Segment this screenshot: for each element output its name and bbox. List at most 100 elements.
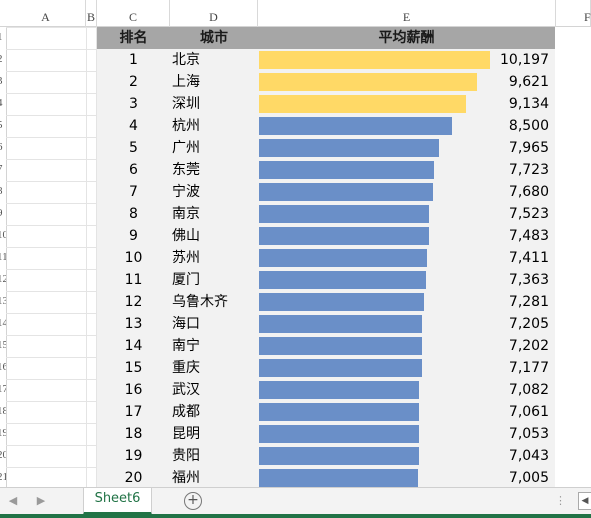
table-row[interactable]: 12 乌鲁木齐 7,281 xyxy=(97,291,555,313)
city-cell[interactable]: 重庆 xyxy=(172,360,200,376)
row-header[interactable]: 15 xyxy=(0,339,6,351)
table-row[interactable]: 4 杭州 8,500 xyxy=(97,115,555,137)
table-row[interactable]: 2 上海 9,621 xyxy=(97,71,555,93)
row-header[interactable]: 12 xyxy=(0,273,6,285)
salary-value[interactable]: 7,053 xyxy=(508,426,549,442)
table-row[interactable]: 17 成都 7,061 xyxy=(97,401,555,423)
salary-value[interactable]: 10,197 xyxy=(500,52,549,68)
row-header[interactable]: 16 xyxy=(0,361,6,373)
table-row[interactable]: 20 福州 7,005 xyxy=(97,467,555,487)
table-row[interactable]: 10 苏州 7,411 xyxy=(97,247,555,269)
header-salary[interactable]: 平均薪酬 xyxy=(378,30,435,46)
column-header-a[interactable]: A xyxy=(6,0,86,27)
salary-value[interactable]: 7,205 xyxy=(508,316,549,332)
rank-cell[interactable]: 1 xyxy=(129,52,138,68)
header-rank[interactable]: 排名 xyxy=(119,30,148,46)
salary-value[interactable]: 7,281 xyxy=(508,294,549,310)
salary-value[interactable]: 7,061 xyxy=(508,404,549,420)
table-row[interactable]: 9 佛山 7,483 xyxy=(97,225,555,247)
column-header-e[interactable]: E xyxy=(258,0,556,27)
city-cell[interactable]: 乌鲁木齐 xyxy=(172,294,228,310)
row-header[interactable]: 14 xyxy=(0,317,6,329)
column-header-b[interactable]: B xyxy=(86,0,97,27)
sheet-tab-sheet6[interactable]: Sheet6 xyxy=(83,488,152,515)
salary-value[interactable]: 7,483 xyxy=(508,228,549,244)
table-row[interactable]: 7 宁波 7,680 xyxy=(97,181,555,203)
city-cell[interactable]: 贵阳 xyxy=(172,448,200,464)
city-cell[interactable]: 昆明 xyxy=(172,426,200,442)
column-header-d[interactable]: D xyxy=(170,0,258,27)
rank-cell[interactable]: 16 xyxy=(124,382,143,398)
rank-cell[interactable]: 7 xyxy=(129,184,138,200)
row-header[interactable]: 19 xyxy=(0,427,6,439)
salary-value[interactable]: 7,005 xyxy=(508,470,549,486)
row-header[interactable]: 10 xyxy=(0,229,6,241)
table-row[interactable]: 16 武汉 7,082 xyxy=(97,379,555,401)
rank-cell[interactable]: 12 xyxy=(124,294,143,310)
city-cell[interactable]: 上海 xyxy=(172,74,200,90)
rank-cell[interactable]: 17 xyxy=(124,404,143,420)
row-header[interactable]: 18 xyxy=(0,405,6,417)
salary-value[interactable]: 7,965 xyxy=(508,140,549,156)
column-header-f[interactable]: F xyxy=(556,0,591,27)
table-row[interactable]: 6 东莞 7,723 xyxy=(97,159,555,181)
row-header[interactable]: 13 xyxy=(0,295,6,307)
table-row[interactable]: 1 北京 10,197 xyxy=(97,49,555,71)
salary-value[interactable]: 7,523 xyxy=(508,206,549,222)
rank-cell[interactable]: 4 xyxy=(129,118,138,134)
row-header[interactable]: 3 xyxy=(0,75,6,87)
column-f-area[interactable] xyxy=(556,27,591,487)
column-header-c[interactable]: C xyxy=(97,0,170,27)
salary-value[interactable]: 7,723 xyxy=(508,162,549,178)
rank-cell[interactable]: 19 xyxy=(124,448,143,464)
row-header[interactable]: 17 xyxy=(0,383,6,395)
city-cell[interactable]: 佛山 xyxy=(172,228,200,244)
rank-cell[interactable]: 10 xyxy=(124,250,143,266)
city-cell[interactable]: 东莞 xyxy=(172,162,200,178)
city-cell[interactable]: 厦门 xyxy=(172,272,200,288)
city-cell[interactable]: 海口 xyxy=(172,316,200,332)
row-header[interactable]: 9 xyxy=(0,207,6,219)
salary-value[interactable]: 7,177 xyxy=(508,360,549,376)
rank-cell[interactable]: 8 xyxy=(129,206,138,222)
rank-cell[interactable]: 6 xyxy=(129,162,138,178)
table-row[interactable]: 19 贵阳 7,043 xyxy=(97,445,555,467)
row-header[interactable]: 4 xyxy=(0,97,6,109)
rank-cell[interactable]: 2 xyxy=(129,74,138,90)
city-cell[interactable]: 南京 xyxy=(172,206,200,222)
rank-cell[interactable]: 9 xyxy=(129,228,138,244)
salary-value[interactable]: 7,202 xyxy=(508,338,549,354)
row-header[interactable]: 1 xyxy=(0,31,6,43)
rank-cell[interactable]: 11 xyxy=(124,272,143,288)
row-header[interactable]: 7 xyxy=(0,163,6,175)
rank-cell[interactable]: 20 xyxy=(124,470,143,486)
salary-value[interactable]: 7,680 xyxy=(508,184,549,200)
row-header[interactable]: 11 xyxy=(0,251,6,263)
rank-cell[interactable]: 3 xyxy=(129,96,138,112)
table-row[interactable]: 5 广州 7,965 xyxy=(97,137,555,159)
table-row[interactable]: 14 南宁 7,202 xyxy=(97,335,555,357)
plus-circle-icon[interactable]: + xyxy=(184,492,202,510)
city-cell[interactable]: 杭州 xyxy=(172,118,200,134)
salary-value[interactable]: 7,043 xyxy=(508,448,549,464)
row-header[interactable]: 2 xyxy=(0,53,6,65)
row-header[interactable]: 5 xyxy=(0,119,6,131)
salary-value[interactable]: 9,621 xyxy=(508,74,549,90)
tab-splitter-icon[interactable]: ⋮ xyxy=(555,494,566,507)
table-row[interactable]: 18 昆明 7,053 xyxy=(97,423,555,445)
row-header[interactable]: 21 xyxy=(0,471,6,483)
header-city[interactable]: 城市 xyxy=(200,30,228,46)
salary-value[interactable]: 8,500 xyxy=(508,118,549,134)
row-header[interactable]: 8 xyxy=(0,185,6,197)
table-row[interactable]: 11 厦门 7,363 xyxy=(97,269,555,291)
city-cell[interactable]: 武汉 xyxy=(172,382,200,398)
scroll-left-icon[interactable]: ◀ xyxy=(578,492,591,510)
salary-value[interactable]: 7,363 xyxy=(508,272,549,288)
rank-cell[interactable]: 5 xyxy=(129,140,138,156)
table-row[interactable]: 13 海口 7,205 xyxy=(97,313,555,335)
table-row[interactable]: 15 重庆 7,177 xyxy=(97,357,555,379)
rank-cell[interactable]: 15 xyxy=(124,360,143,376)
city-cell[interactable]: 广州 xyxy=(172,140,200,156)
salary-value[interactable]: 7,411 xyxy=(508,250,549,266)
row-header[interactable]: 6 xyxy=(0,141,6,153)
